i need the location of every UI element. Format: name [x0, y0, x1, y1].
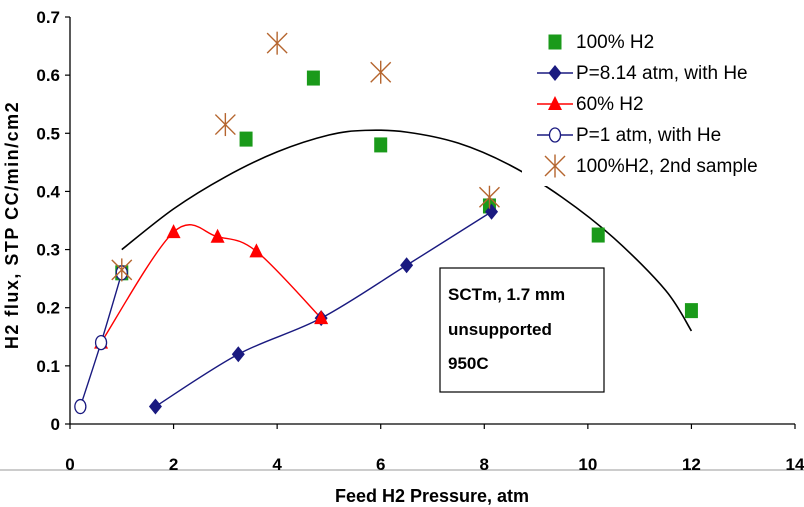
- series-1-point-3: [400, 257, 414, 274]
- legend-label-1: P=8.14 atm, with He: [576, 63, 748, 84]
- legend-label-3: P=1 atm, with He: [576, 125, 721, 146]
- series-4-point-2: [266, 31, 288, 55]
- series-2-point-3: [249, 243, 264, 258]
- legend-marker-3: [548, 127, 562, 143]
- y-tick-label-5: 0.5: [36, 124, 60, 143]
- series-0-point-5: [591, 227, 605, 243]
- x-tick-label-6: 12: [682, 455, 701, 474]
- markers-layer: [74, 31, 698, 415]
- series-4-point-0: [111, 258, 133, 282]
- legend: 100% H2 P=8.14 atm, with He 60% H2 P=1 atm,…: [522, 20, 790, 186]
- legend-marker-1: [548, 65, 562, 81]
- trendline: [121, 129, 693, 332]
- y-axis-title: H2 flux, STP CC/min/cm2: [2, 101, 22, 349]
- legend-label-0: 100% H2: [576, 32, 654, 53]
- axes-layer: [0, 16, 804, 471]
- legend-label-4: 100%H2, 2nd sample: [576, 156, 758, 177]
- series-3-point-0: [74, 398, 87, 415]
- y-tick-label-0: 0: [51, 415, 60, 434]
- legend-marker-4: [544, 154, 566, 178]
- x-tick-label-1: 2: [169, 455, 178, 474]
- series-4-point-3: [370, 60, 392, 84]
- y-tick-label-4: 0.4: [36, 182, 60, 201]
- tick-labels-layer: 0 2 4 6 8 10 12 14 0 0.1 0.2 0.3 0.4 0.5 0.6 0.7: [36, 8, 804, 474]
- y-tick-label-1: 0.1: [36, 357, 60, 376]
- annotation-line-1: SCTm, 1.7 mm: [448, 285, 565, 304]
- legend-marker-0: [548, 34, 562, 50]
- x-tick-label-0: 0: [65, 455, 74, 474]
- legend-marker-2: [548, 96, 562, 110]
- annotation-line-3: 950C: [448, 354, 489, 373]
- x-tick-label-2: 4: [272, 455, 282, 474]
- trendline-layer: [121, 129, 693, 332]
- series-0-point-2: [306, 70, 320, 86]
- series-0-point-6: [684, 303, 698, 319]
- series-1-point-0: [148, 398, 162, 415]
- annotation-box: SCTm, 1.7 mm unsupported 950C: [439, 267, 605, 393]
- x-tick-label-3: 6: [376, 455, 385, 474]
- series-1-point-1: [231, 346, 245, 363]
- legend-label-2: 60% H2: [576, 94, 644, 115]
- annotation-line-2: unsupported: [448, 320, 552, 339]
- x-tick-label-5: 10: [578, 455, 597, 474]
- series-4-point-1: [214, 113, 236, 137]
- series-0-point-1: [239, 131, 253, 147]
- series-2-point-2: [210, 228, 225, 243]
- y-tick-label-2: 0.2: [36, 299, 60, 318]
- y-tick-label-3: 0.3: [36, 241, 60, 260]
- x-tick-label-7: 14: [786, 455, 804, 474]
- series-4-point-4: [478, 185, 500, 209]
- series-0-point-3: [374, 137, 388, 153]
- y-tick-label-6: 0.6: [36, 66, 60, 85]
- series-3-point-1: [94, 334, 108, 351]
- series-1-point-4: [485, 203, 499, 220]
- series-2-point-4: [314, 310, 329, 325]
- y-tick-label-7: 0.7: [36, 8, 60, 27]
- x-tick-label-4: 8: [480, 455, 489, 474]
- x-axis-title: Feed H2 Pressure, atm: [335, 486, 529, 506]
- series-2-point-1: [166, 224, 181, 239]
